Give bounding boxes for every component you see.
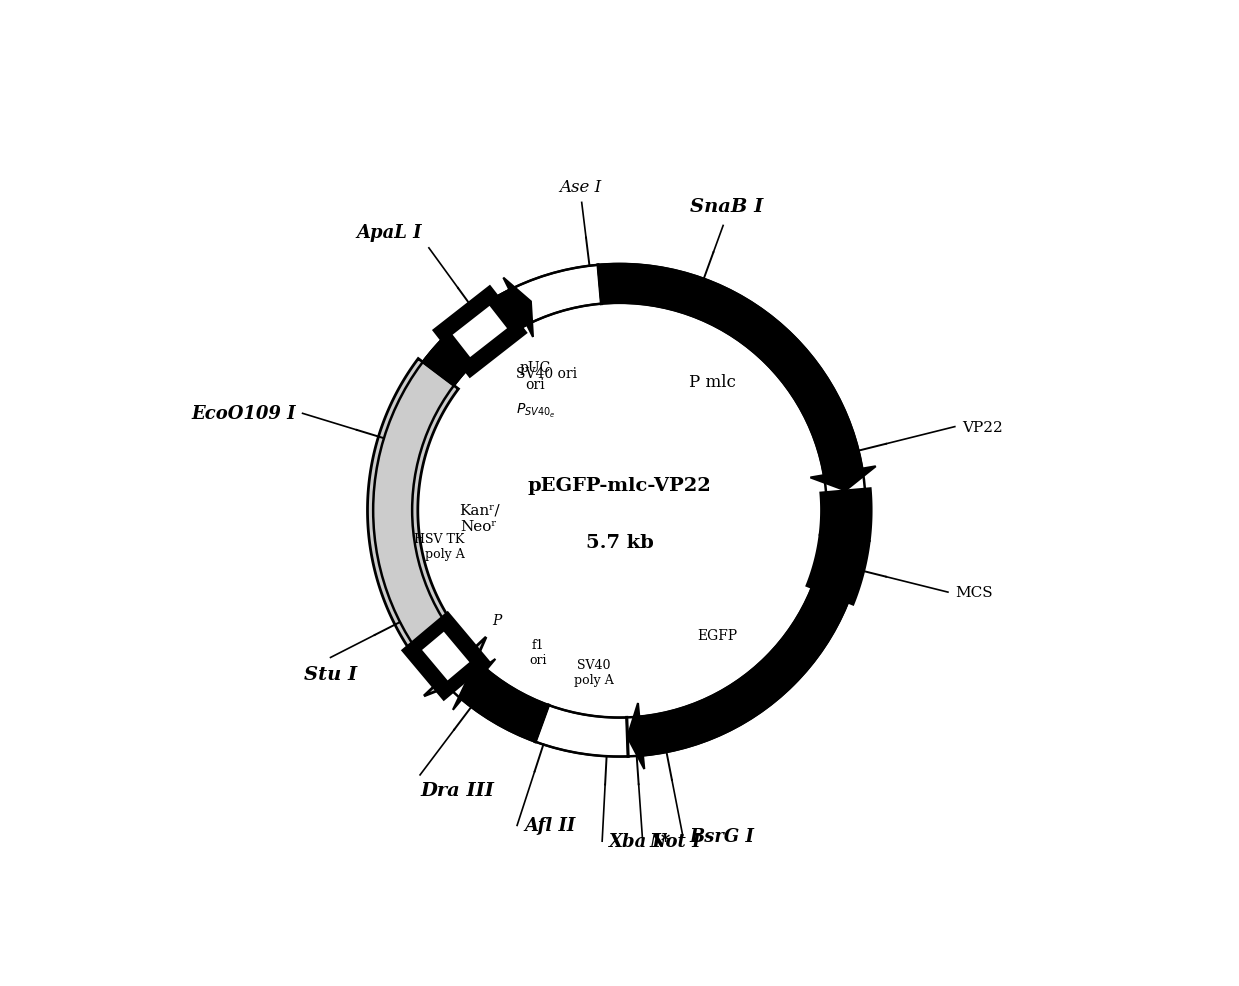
Polygon shape — [373, 489, 440, 634]
Text: SV40
poly A: SV40 poly A — [574, 658, 613, 686]
Text: EGFP: EGFP — [698, 629, 737, 643]
Polygon shape — [639, 589, 847, 755]
Polygon shape — [434, 287, 525, 377]
Polygon shape — [403, 613, 488, 699]
Polygon shape — [422, 291, 527, 387]
Text: ApaL I: ApaL I — [357, 224, 421, 242]
Polygon shape — [535, 705, 628, 757]
Polygon shape — [451, 305, 509, 360]
Text: EcoO109 I: EcoO109 I — [191, 405, 295, 423]
Polygon shape — [420, 630, 471, 682]
Text: 5.7 kb: 5.7 kb — [586, 533, 653, 551]
Text: f1
ori: f1 ori — [529, 638, 546, 666]
Polygon shape — [820, 489, 871, 541]
Text: HSV TK
poly A: HSV TK poly A — [414, 532, 465, 560]
Polygon shape — [627, 703, 644, 769]
Text: Stu I: Stu I — [304, 665, 357, 683]
Polygon shape — [810, 466, 876, 491]
Text: Afl II: Afl II — [524, 816, 575, 834]
Text: pUC
ori: pUC ori — [519, 361, 551, 391]
Text: VP22: VP22 — [961, 420, 1002, 434]
Polygon shape — [453, 660, 496, 710]
Polygon shape — [598, 264, 862, 475]
Text: Kanʳ/
Neoʳ: Kanʳ/ Neoʳ — [458, 503, 499, 533]
Text: Ase I: Ase I — [560, 179, 602, 196]
Polygon shape — [503, 278, 533, 337]
Text: Not I: Not I — [649, 832, 701, 850]
Text: P: P — [493, 613, 502, 628]
Text: P mlc: P mlc — [689, 374, 736, 390]
Polygon shape — [462, 669, 549, 741]
Text: pEGFP-mlc-VP22: pEGFP-mlc-VP22 — [528, 477, 711, 495]
Polygon shape — [424, 637, 486, 696]
Text: Dra III: Dra III — [420, 781, 494, 799]
Text: $P_{SV40_e}$: $P_{SV40_e}$ — [515, 401, 555, 420]
Text: SV40 ori: SV40 ori — [515, 367, 577, 381]
Text: BsrG I: BsrG I — [690, 826, 755, 845]
Polygon shape — [396, 265, 601, 423]
Polygon shape — [368, 359, 473, 683]
Polygon shape — [807, 535, 870, 605]
Text: MCS: MCS — [955, 586, 992, 599]
Text: SnaB I: SnaB I — [690, 198, 763, 216]
Text: Xba I*: Xba I* — [610, 832, 672, 850]
